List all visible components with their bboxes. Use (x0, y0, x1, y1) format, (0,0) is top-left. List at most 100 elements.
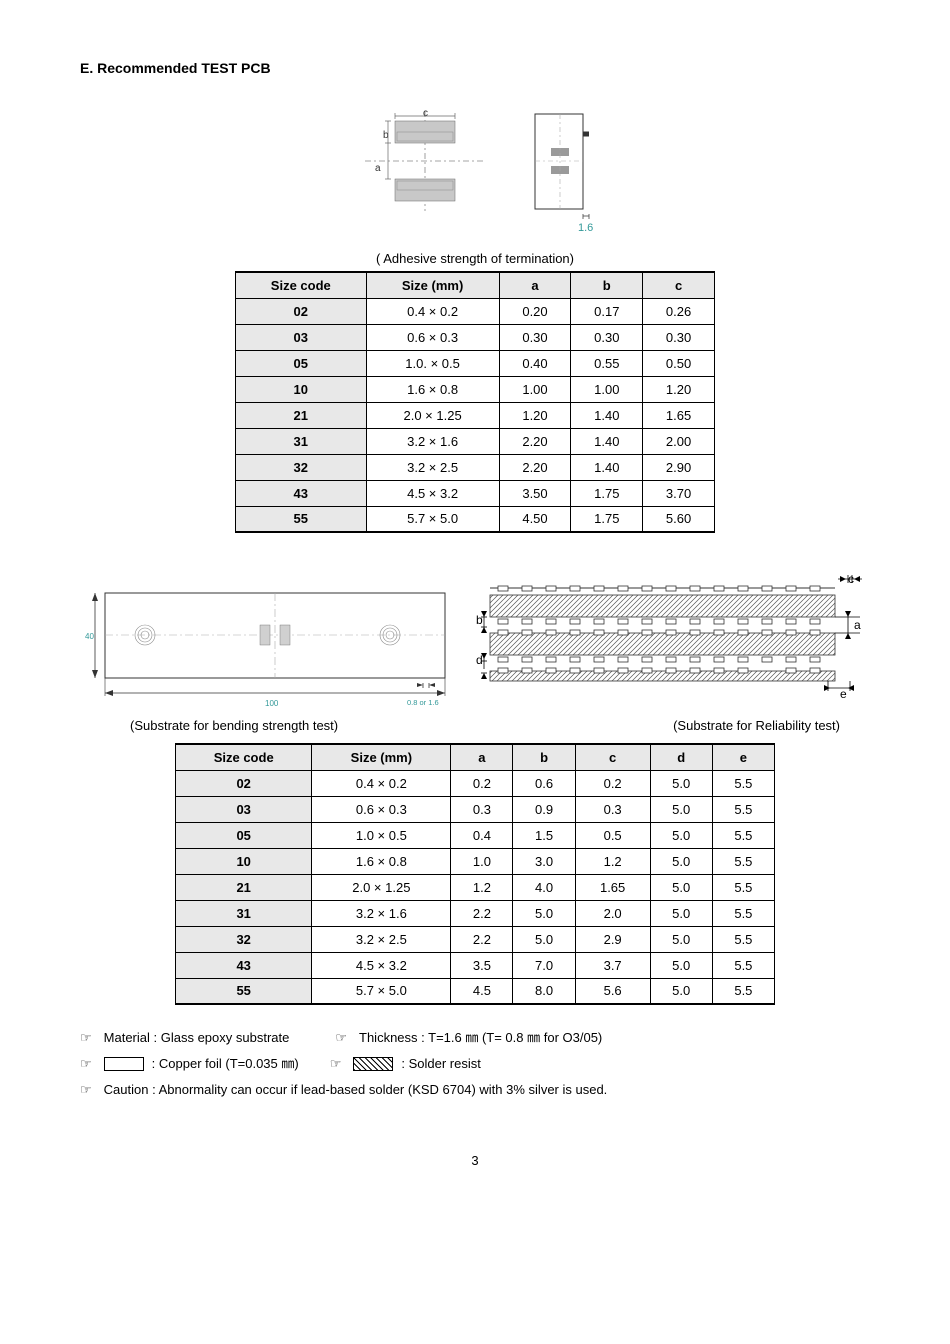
table-cell: 3.2 × 1.6 (366, 428, 499, 454)
t2-col-a: a (451, 744, 513, 770)
table-cell: 0.30 (643, 324, 715, 350)
table-cell: 1.2 (451, 874, 513, 900)
table1-caption: ( Adhesive strength of termination) (80, 251, 870, 266)
table-cell: 43 (176, 952, 312, 978)
table-cell: 0.6 × 0.3 (366, 324, 499, 350)
table-cell: 2.0 × 1.25 (312, 874, 451, 900)
table-cell: 5.0 (650, 926, 712, 952)
table-cell: 5.0 (650, 770, 712, 796)
table-cell: 0.6 (513, 770, 575, 796)
table-cell: 03 (176, 796, 312, 822)
table-cell: 0.6 × 0.3 (312, 796, 451, 822)
t2-col-d: d (650, 744, 712, 770)
table-cell: 5.5 (712, 796, 774, 822)
table-cell: 5.7 × 5.0 (312, 978, 451, 1004)
table-cell: 2.9 (575, 926, 650, 952)
table-cell: 1.00 (499, 376, 571, 402)
table-cell: 0.40 (499, 350, 571, 376)
table-cell: 5.0 (650, 874, 712, 900)
table-cell: 0.5 (575, 822, 650, 848)
table-cell: 2.2 (451, 900, 513, 926)
table-cell: 5.5 (712, 770, 774, 796)
table-cell: 1.0 × 0.5 (312, 822, 451, 848)
table-cell: 4.50 (499, 506, 571, 532)
table-cell: 1.75 (571, 506, 643, 532)
svg-text:c: c (848, 573, 854, 586)
table-cell: 4.5 × 3.2 (312, 952, 451, 978)
table-cell: 8.0 (513, 978, 575, 1004)
table-cell: 31 (236, 428, 367, 454)
copper-foil-icon (104, 1057, 144, 1071)
table-cell: 1.5 (513, 822, 575, 848)
table-cell: 3.2 × 2.5 (366, 454, 499, 480)
table-cell: 5.0 (650, 978, 712, 1004)
diagram-lower-section: 40 100 (80, 573, 870, 713)
table-reliability: Size code Size (mm) a b c d e 020.4 × 0.… (175, 743, 775, 1005)
table-cell: 03 (236, 324, 367, 350)
section-title: E. Recommended TEST PCB (80, 60, 870, 76)
table-cell: 5.5 (712, 926, 774, 952)
table-cell: 4.5 × 3.2 (366, 480, 499, 506)
svg-text:40: 40 (85, 632, 94, 641)
table-cell: 1.6 × 0.8 (366, 376, 499, 402)
table-cell: 1.00 (571, 376, 643, 402)
table-cell: 31 (176, 900, 312, 926)
table-cell: 5.0 (650, 952, 712, 978)
table-cell: 1.75 (571, 480, 643, 506)
table-cell: 0.30 (571, 324, 643, 350)
pointer-icon: ☞ (335, 1025, 347, 1051)
table-cell: 1.0 (451, 848, 513, 874)
t1-col-c: c (643, 272, 715, 298)
table-cell: 5.5 (712, 874, 774, 900)
diagram-labels: (Substrate for bending strength test) (S… (80, 718, 870, 733)
t2-col-b: b (513, 744, 575, 770)
label-bending-test: (Substrate for bending strength test) (130, 718, 338, 733)
table-cell: 0.3 (575, 796, 650, 822)
table-cell: 5.7 × 5.0 (366, 506, 499, 532)
table-cell: 1.20 (499, 402, 571, 428)
table-cell: 5.5 (712, 848, 774, 874)
table-cell: 2.0 (575, 900, 650, 926)
t1-col-a: a (499, 272, 571, 298)
table-adhesive-strength: Size code Size (mm) a b c 020.4 × 0.20.2… (235, 271, 715, 533)
table-cell: 0.2 (575, 770, 650, 796)
table-cell: 32 (176, 926, 312, 952)
pointer-icon: ☞ (80, 1077, 92, 1103)
table-cell: 0.50 (643, 350, 715, 376)
svg-text:e: e (840, 687, 847, 701)
table-cell: 0.3 (451, 796, 513, 822)
note-caution: Caution : Abnormality can occur if lead-… (104, 1077, 608, 1103)
table-cell: 32 (236, 454, 367, 480)
pointer-icon: ☞ (80, 1025, 92, 1051)
table-cell: 1.20 (643, 376, 715, 402)
table-cell: 4.0 (513, 874, 575, 900)
table-cell: 05 (236, 350, 367, 376)
table-cell: 3.0 (513, 848, 575, 874)
table-cell: 10 (236, 376, 367, 402)
svg-text:a: a (375, 163, 381, 174)
svg-text:d: d (476, 653, 483, 667)
table-cell: 5.0 (650, 822, 712, 848)
t1-col-size: Size (mm) (366, 272, 499, 298)
table-cell: 2.0 × 1.25 (366, 402, 499, 428)
table-cell: 21 (236, 402, 367, 428)
table-cell: 1.6 × 0.8 (312, 848, 451, 874)
table-cell: 0.4 × 0.2 (366, 298, 499, 324)
svg-text:c: c (423, 108, 428, 119)
table-cell: 3.7 (575, 952, 650, 978)
solder-resist-icon (353, 1057, 393, 1071)
table-cell: 0.30 (499, 324, 571, 350)
table-cell: 5.5 (712, 978, 774, 1004)
note-thickness: Thickness : T=1.6 ㎜ (T= 0.8 ㎜ for O3/05) (359, 1025, 602, 1051)
table-cell: 2.20 (499, 454, 571, 480)
table-cell: 3.70 (643, 480, 715, 506)
table-cell: 5.5 (712, 822, 774, 848)
table-cell: 0.26 (643, 298, 715, 324)
t2-col-size: Size (mm) (312, 744, 451, 770)
table-cell: 0.20 (499, 298, 571, 324)
table-cell: 1.65 (575, 874, 650, 900)
table-cell: 1.40 (571, 428, 643, 454)
note-material: Material : Glass epoxy substrate (104, 1025, 290, 1051)
table-cell: 0.9 (513, 796, 575, 822)
table-cell: 0.2 (451, 770, 513, 796)
